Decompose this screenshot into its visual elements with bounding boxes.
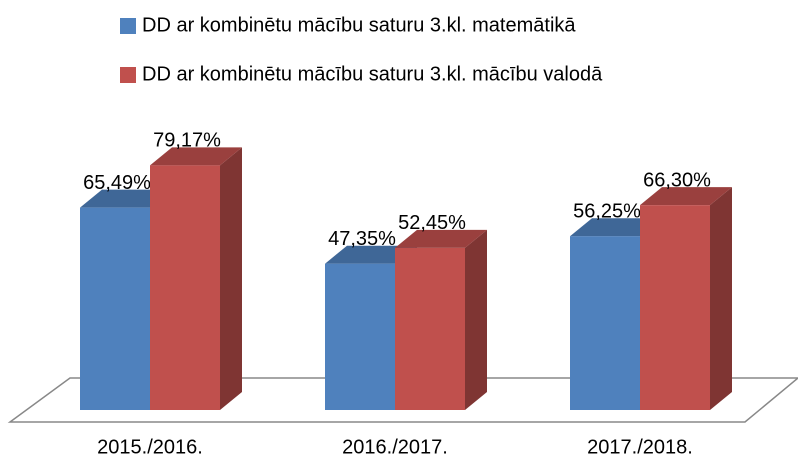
bar	[395, 247, 465, 410]
legend-swatch	[120, 67, 136, 83]
bar	[325, 263, 395, 410]
bar-top	[325, 245, 417, 264]
legend-label: DD ar kombinētu mācību saturu 3.kl. mācī…	[142, 63, 603, 85]
legend-swatch	[120, 18, 136, 34]
bar	[570, 236, 640, 410]
x-tick-label: 2017./2018.	[587, 436, 693, 458]
data-label: 65,49%	[83, 172, 151, 194]
bar-top	[395, 229, 487, 248]
x-tick-label: 2016./2017.	[342, 436, 448, 458]
bar	[150, 165, 220, 410]
x-tick-label: 2015./2016.	[97, 436, 203, 458]
data-label: 52,45%	[398, 212, 466, 234]
bar-top	[150, 147, 242, 166]
data-label: 79,17%	[153, 130, 221, 152]
data-label: 47,35%	[328, 228, 396, 250]
bar-top	[640, 187, 732, 206]
data-label: 56,25%	[573, 200, 641, 222]
bar-top	[570, 218, 662, 237]
data-label: 66,30%	[643, 169, 711, 191]
legend-label: DD ar kombinētu mācību saturu 3.kl. mate…	[142, 14, 576, 36]
bar-top	[80, 189, 172, 208]
floor	[7, 377, 798, 423]
bar-side	[710, 187, 732, 410]
bar	[80, 207, 150, 410]
bar	[640, 205, 710, 410]
bar-side	[220, 147, 242, 411]
bar-side	[465, 229, 487, 410]
